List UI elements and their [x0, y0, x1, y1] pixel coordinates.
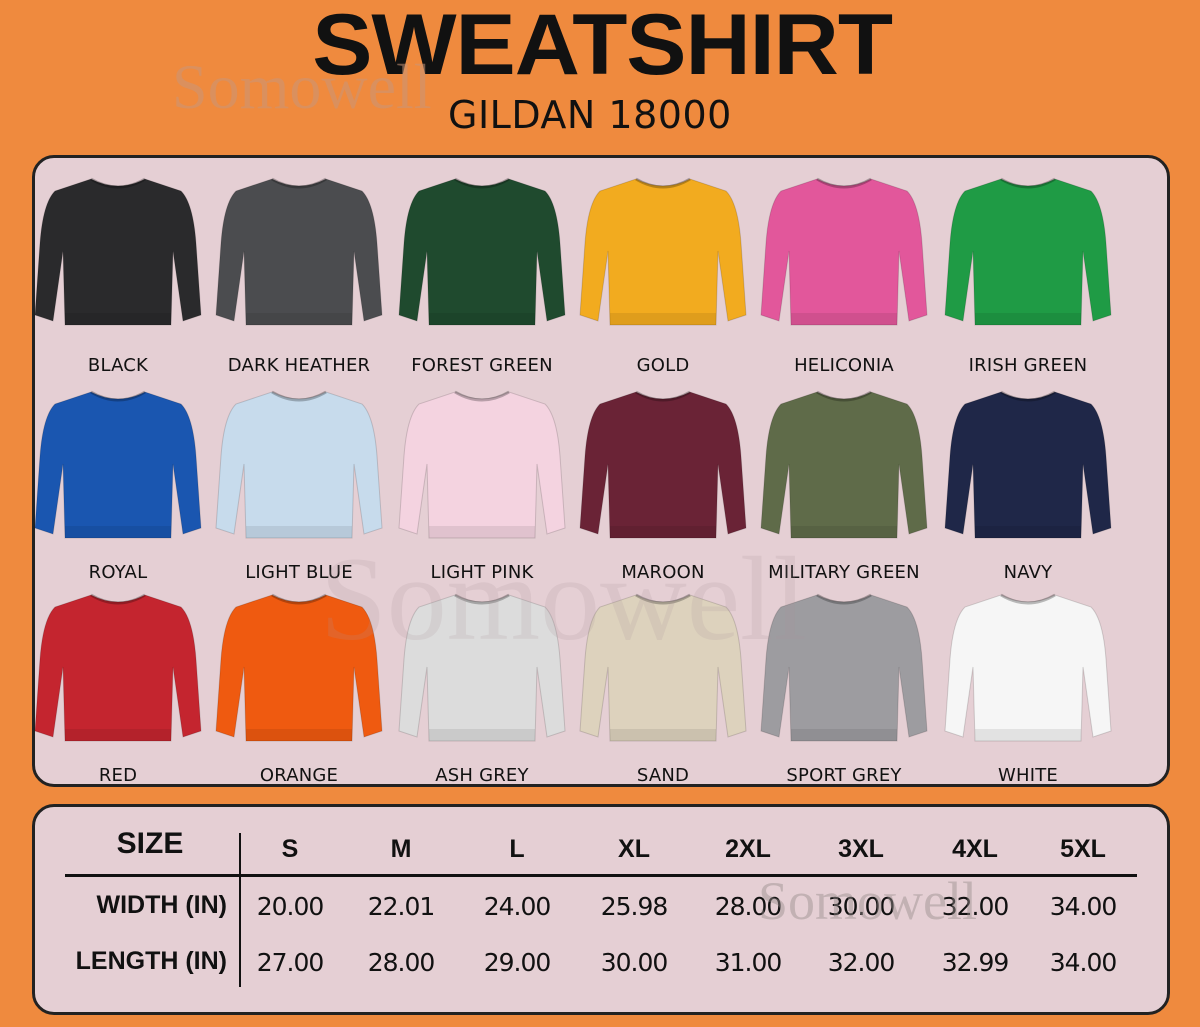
sweatshirt-icon	[398, 593, 566, 742]
measurement-value: 20.00	[256, 892, 325, 921]
measurement-value: 27.00	[256, 948, 325, 977]
measurement-value: 32.00	[941, 892, 1010, 921]
size-column-header: M	[390, 835, 412, 863]
color-name-label: BLACK	[87, 355, 149, 376]
color-name-label: ASH GREY	[435, 765, 529, 786]
color-swatch-item: ROYAL	[28, 386, 208, 583]
table-divider	[239, 833, 241, 987]
color-swatch-panel: BLACK DARK HEATHER FOREST GREEN GOLD HEL…	[32, 155, 1170, 787]
measurement-value: 24.00	[483, 892, 552, 921]
color-name-label: LIGHT BLUE	[245, 562, 353, 583]
measurement-value: 30.00	[600, 948, 669, 977]
size-column-header: 3XL	[838, 835, 884, 863]
measurement-value: 28.00	[367, 948, 436, 977]
color-swatch-item: MAROON	[573, 386, 753, 583]
color-name-label: ROYAL	[88, 562, 148, 583]
sweatshirt-icon	[398, 390, 566, 539]
color-swatch-item: HELICONIA	[754, 173, 934, 376]
measurement-value: 29.00	[483, 948, 552, 977]
sweatshirt-icon	[760, 593, 928, 742]
color-name-label: DARK HEATHER	[227, 355, 371, 376]
color-swatch-item: LIGHT BLUE	[209, 386, 389, 583]
color-name-label: WHITE	[997, 765, 1058, 786]
size-column-header: S	[281, 835, 299, 863]
color-name-label: LIGHT PINK	[430, 562, 534, 583]
color-name-label: NAVY	[1003, 562, 1053, 583]
color-swatch-item: WHITE	[938, 589, 1118, 786]
color-name-label: SPORT GREY	[786, 765, 902, 786]
color-name-label: GOLD	[636, 355, 690, 376]
color-name-label: RED	[98, 765, 138, 786]
color-swatch-item: SAND	[573, 589, 753, 786]
sweatshirt-icon	[398, 177, 566, 326]
color-swatch-item: GOLD	[573, 173, 753, 376]
sweatshirt-icon	[34, 593, 202, 742]
sweatshirt-icon	[760, 177, 928, 326]
color-swatch-item: DARK HEATHER	[209, 173, 389, 376]
size-column-header: 4XL	[952, 835, 998, 863]
color-name-label: ORANGE	[259, 765, 339, 786]
measurement-value: 25.98	[600, 892, 669, 921]
sweatshirt-icon	[944, 390, 1112, 539]
sweatshirt-icon	[215, 390, 383, 539]
color-swatch-item: ORANGE	[209, 589, 389, 786]
color-swatch-item: RED	[28, 589, 208, 786]
row-label: WIDTH (IN)	[96, 891, 227, 919]
sweatshirt-icon	[579, 593, 747, 742]
page-subtitle: GILDAN 18000	[448, 93, 732, 137]
color-name-label: MILITARY GREEN	[768, 562, 920, 583]
sweatshirt-icon	[760, 390, 928, 539]
sweatshirt-icon	[944, 593, 1112, 742]
measurement-value: 34.00	[1049, 892, 1118, 921]
sweatshirt-icon	[579, 390, 747, 539]
measurement-value: 22.01	[367, 892, 436, 921]
sweatshirt-icon	[215, 593, 383, 742]
sweatshirt-icon	[944, 177, 1112, 326]
page-title: SWEATSHIRT	[0, 0, 1200, 95]
measurement-value: 28.00	[714, 892, 783, 921]
size-column-header: 5XL	[1060, 835, 1106, 863]
table-divider	[65, 874, 1137, 877]
size-column-header: 2XL	[725, 835, 771, 863]
color-swatch-item: BLACK	[28, 173, 208, 376]
size-column-header: L	[509, 835, 525, 863]
color-swatch-item: IRISH GREEN	[938, 173, 1118, 376]
color-name-label: MAROON	[621, 562, 705, 583]
sweatshirt-icon	[34, 390, 202, 539]
color-name-label: FOREST GREEN	[411, 355, 553, 376]
color-name-label: IRISH GREEN	[968, 355, 1088, 376]
sweatshirt-icon	[579, 177, 747, 326]
size-header-label: SIZE	[116, 827, 184, 860]
sweatshirt-icon	[34, 177, 202, 326]
row-label: LENGTH (IN)	[75, 947, 227, 975]
color-swatch-item: NAVY	[938, 386, 1118, 583]
size-table: SIZE S M L XL 2XL 3XL 4XL 5XL WIDTH (IN) 20.00 22.…	[32, 804, 1170, 1015]
color-swatch-item: SPORT GREY	[754, 589, 934, 786]
measurement-value: 30.00	[827, 892, 896, 921]
measurement-value: 32.00	[827, 948, 896, 977]
color-name-label: HELICONIA	[794, 355, 894, 376]
color-swatch-item: LIGHT PINK	[392, 386, 572, 583]
color-name-label: SAND	[636, 765, 690, 786]
color-swatch-item: FOREST GREEN	[392, 173, 572, 376]
measurement-value: 32.99	[941, 948, 1010, 977]
size-column-header: XL	[618, 835, 650, 863]
measurement-value: 34.00	[1049, 948, 1118, 977]
measurement-value: 31.00	[714, 948, 783, 977]
title-text: SWEATSHIRT	[312, 0, 894, 93]
sweatshirt-icon	[215, 177, 383, 326]
color-swatch-item: MILITARY GREEN	[754, 386, 934, 583]
color-swatch-item: ASH GREY	[392, 589, 572, 786]
